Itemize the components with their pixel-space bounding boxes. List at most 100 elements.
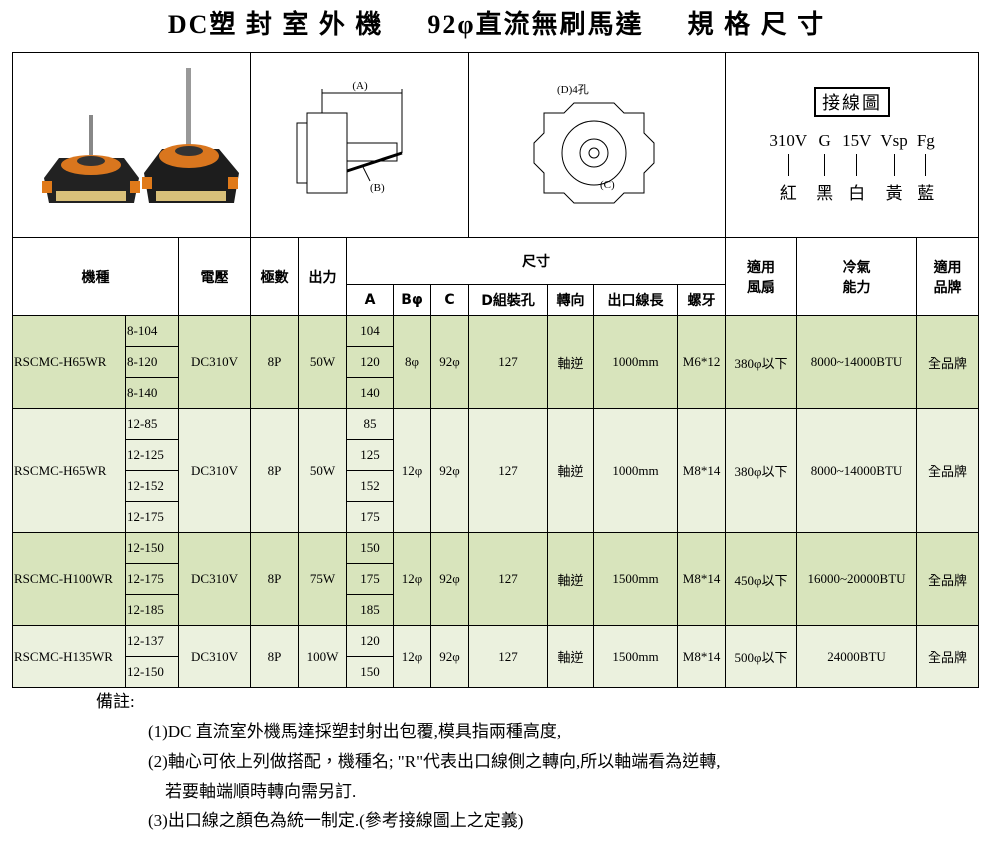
wire-bar [856, 153, 858, 176]
data-cell: 140 [346, 377, 394, 409]
data-cell: 150 [346, 532, 394, 564]
data-cell: 1000mm [593, 408, 679, 533]
data-cell: 120 [346, 625, 394, 657]
data-cell: M8*14 [677, 408, 727, 533]
note-line: (3)出口線之顏色為統一制定.(參考接線圖上之定義) [148, 811, 524, 830]
data-row: RSCMC-H65WR 12-85 DC310V 8P 50W 85 12φ 92φ 127 軸逆… [12, 408, 980, 533]
motor-large [141, 68, 239, 203]
data-cell: 8000~14000BTU [796, 408, 918, 533]
data-row: 12-125 125 [13, 439, 979, 471]
data-cell: 120 [346, 346, 394, 378]
side-view: (A) (B) [296, 80, 403, 194]
data-cell: 1500mm [593, 625, 679, 688]
data-cell: 8000~14000BTU [796, 315, 918, 409]
data-cell: DC310V [178, 625, 251, 688]
diagram-label: (D)4孔 [557, 83, 589, 96]
data-cell: 12φ [393, 532, 431, 626]
data-cell: 8P [250, 625, 299, 688]
wire-bar [925, 153, 927, 176]
data-row: 12-175 175 [13, 501, 979, 533]
data-cell: 127 [468, 625, 549, 688]
data-cell: 全品牌 [916, 532, 980, 626]
wire-voltage: 310V [769, 130, 808, 150]
header-text: 適用 [747, 259, 776, 276]
wire-color: 紅 [779, 183, 797, 203]
data-cell: RSCMC-H100WR [12, 532, 126, 626]
data-cell: 全品牌 [916, 315, 980, 409]
header-cell: A [346, 284, 394, 316]
data-cell: 全品牌 [916, 625, 980, 688]
data-row: 8-140 140 [13, 377, 979, 409]
header-cell: D組裝孔 [468, 284, 549, 316]
data-cell: 8-140 [125, 377, 179, 409]
data-row: RSCMC-H65WR 8-104 DC310V 8P 50W 104 8φ 92φ 127 軸逆… [12, 315, 980, 409]
data-cell: 8P [250, 408, 299, 533]
header-cell: 冷氣 能力 [796, 237, 918, 316]
header-row: A Bφ C D組裝孔 轉向 出口線長 螺牙 [13, 284, 979, 316]
side-view-cell: (A) (B) [249, 52, 470, 238]
wire: Vsp 黃 [880, 131, 907, 204]
data-cell: 380φ以下 [725, 315, 798, 409]
data-cell: 12-175 [125, 563, 179, 595]
wire-color: 藍 [917, 183, 935, 203]
data-cell: 12-150 [125, 656, 179, 688]
header-cell: 螺牙 [677, 284, 727, 316]
data-cell: 150 [346, 656, 394, 688]
wiring-diagram: 接線圖 310V 紅 G 黑 15V 白 Vsp 黃 Fg 藍 [727, 86, 978, 204]
data-cell: 50W [298, 408, 347, 533]
data-cell: 450φ以下 [725, 532, 798, 626]
data-cell: RSCMC-H65WR [12, 408, 126, 533]
data-cell: 24000BTU [796, 625, 918, 688]
notes: 備註: (1)DC 直流室外機馬達採塑封射出包覆,模具指兩種高度, (2)軸心可… [0, 685, 993, 835]
header-cell: 出力 [298, 237, 347, 316]
wire-color: 黃 [885, 183, 903, 203]
data-row: 8-120 120 [13, 346, 979, 378]
header-row: 機種 電壓 極數 出力 尺寸 適用 風扇 冷氣 能力 適用 品牌 [12, 237, 980, 316]
data-cell: 12-175 [125, 501, 179, 533]
front-view: (D)4孔 (C) [533, 83, 655, 204]
header-cell: 轉向 [547, 284, 595, 316]
data-cell: 92φ [429, 625, 470, 688]
wire-bar [824, 153, 826, 176]
data-cell: 8P [250, 532, 299, 626]
data-cell: 8φ [393, 315, 431, 409]
wire: 15V 白 [842, 131, 871, 204]
data-cell: DC310V [178, 408, 251, 533]
data-cell: M8*14 [677, 532, 727, 626]
note-line: (1)DC 直流室外機馬達採塑封射出包覆,模具指兩種高度, [148, 722, 562, 741]
data-cell: 152 [346, 470, 394, 502]
data-cell: 12φ [393, 408, 431, 533]
title-part: 92φ直流無刷馬達 [427, 10, 644, 39]
header-cell: Bφ [393, 284, 431, 316]
front-view-cell: (D)4孔 (C) [468, 52, 727, 238]
data-cell: 75W [298, 532, 347, 626]
data-cell: RSCMC-H135WR [12, 625, 126, 688]
data-cell: 92φ [429, 408, 470, 533]
header-cell: 電壓 [178, 237, 251, 316]
wire-voltage: Fg [916, 130, 935, 150]
title-part: 規 格 尺 寸 [687, 10, 826, 39]
data-cell: 104 [346, 315, 394, 347]
data-cell: 8P [250, 315, 299, 409]
image-row: (A) (B) (D)4孔 (C) 接 [12, 52, 980, 238]
wires: 310V 紅 G 黑 15V 白 Vsp 黃 Fg 藍 [769, 131, 934, 204]
header-text: 風扇 [747, 279, 776, 296]
diagram-label: (B) [370, 182, 385, 194]
wire-bar [893, 153, 895, 176]
header-cell: 尺寸 [345, 237, 727, 285]
wire-color: 黑 [816, 183, 834, 203]
wire-color: 白 [848, 183, 866, 203]
header-cell: 適用 風扇 [725, 237, 798, 316]
data-cell: 軸逆 [547, 532, 595, 626]
note-line: (2)軸心可依上列做搭配，機種名; "R"代表出口線側之轉向,所以軸端看為逆轉, [148, 752, 721, 771]
wiring-cell: 接線圖 310V 紅 G 黑 15V 白 Vsp 黃 Fg 藍 [725, 52, 980, 238]
wiring-label: 接線圖 [814, 86, 891, 117]
title: DC塑 封 室 外 機 92φ直流無刷馬達 規 格 尺 寸 [0, 4, 993, 41]
header-cell: 出口線長 [593, 284, 679, 316]
data-cell: RSCMC-H65WR [12, 315, 126, 409]
wire: Fg 藍 [917, 131, 935, 204]
note-line: 若要軸端順時轉向需另訂. [165, 782, 357, 801]
data-cell: 8-104 [125, 315, 179, 347]
data-cell: 380φ以下 [725, 408, 798, 533]
